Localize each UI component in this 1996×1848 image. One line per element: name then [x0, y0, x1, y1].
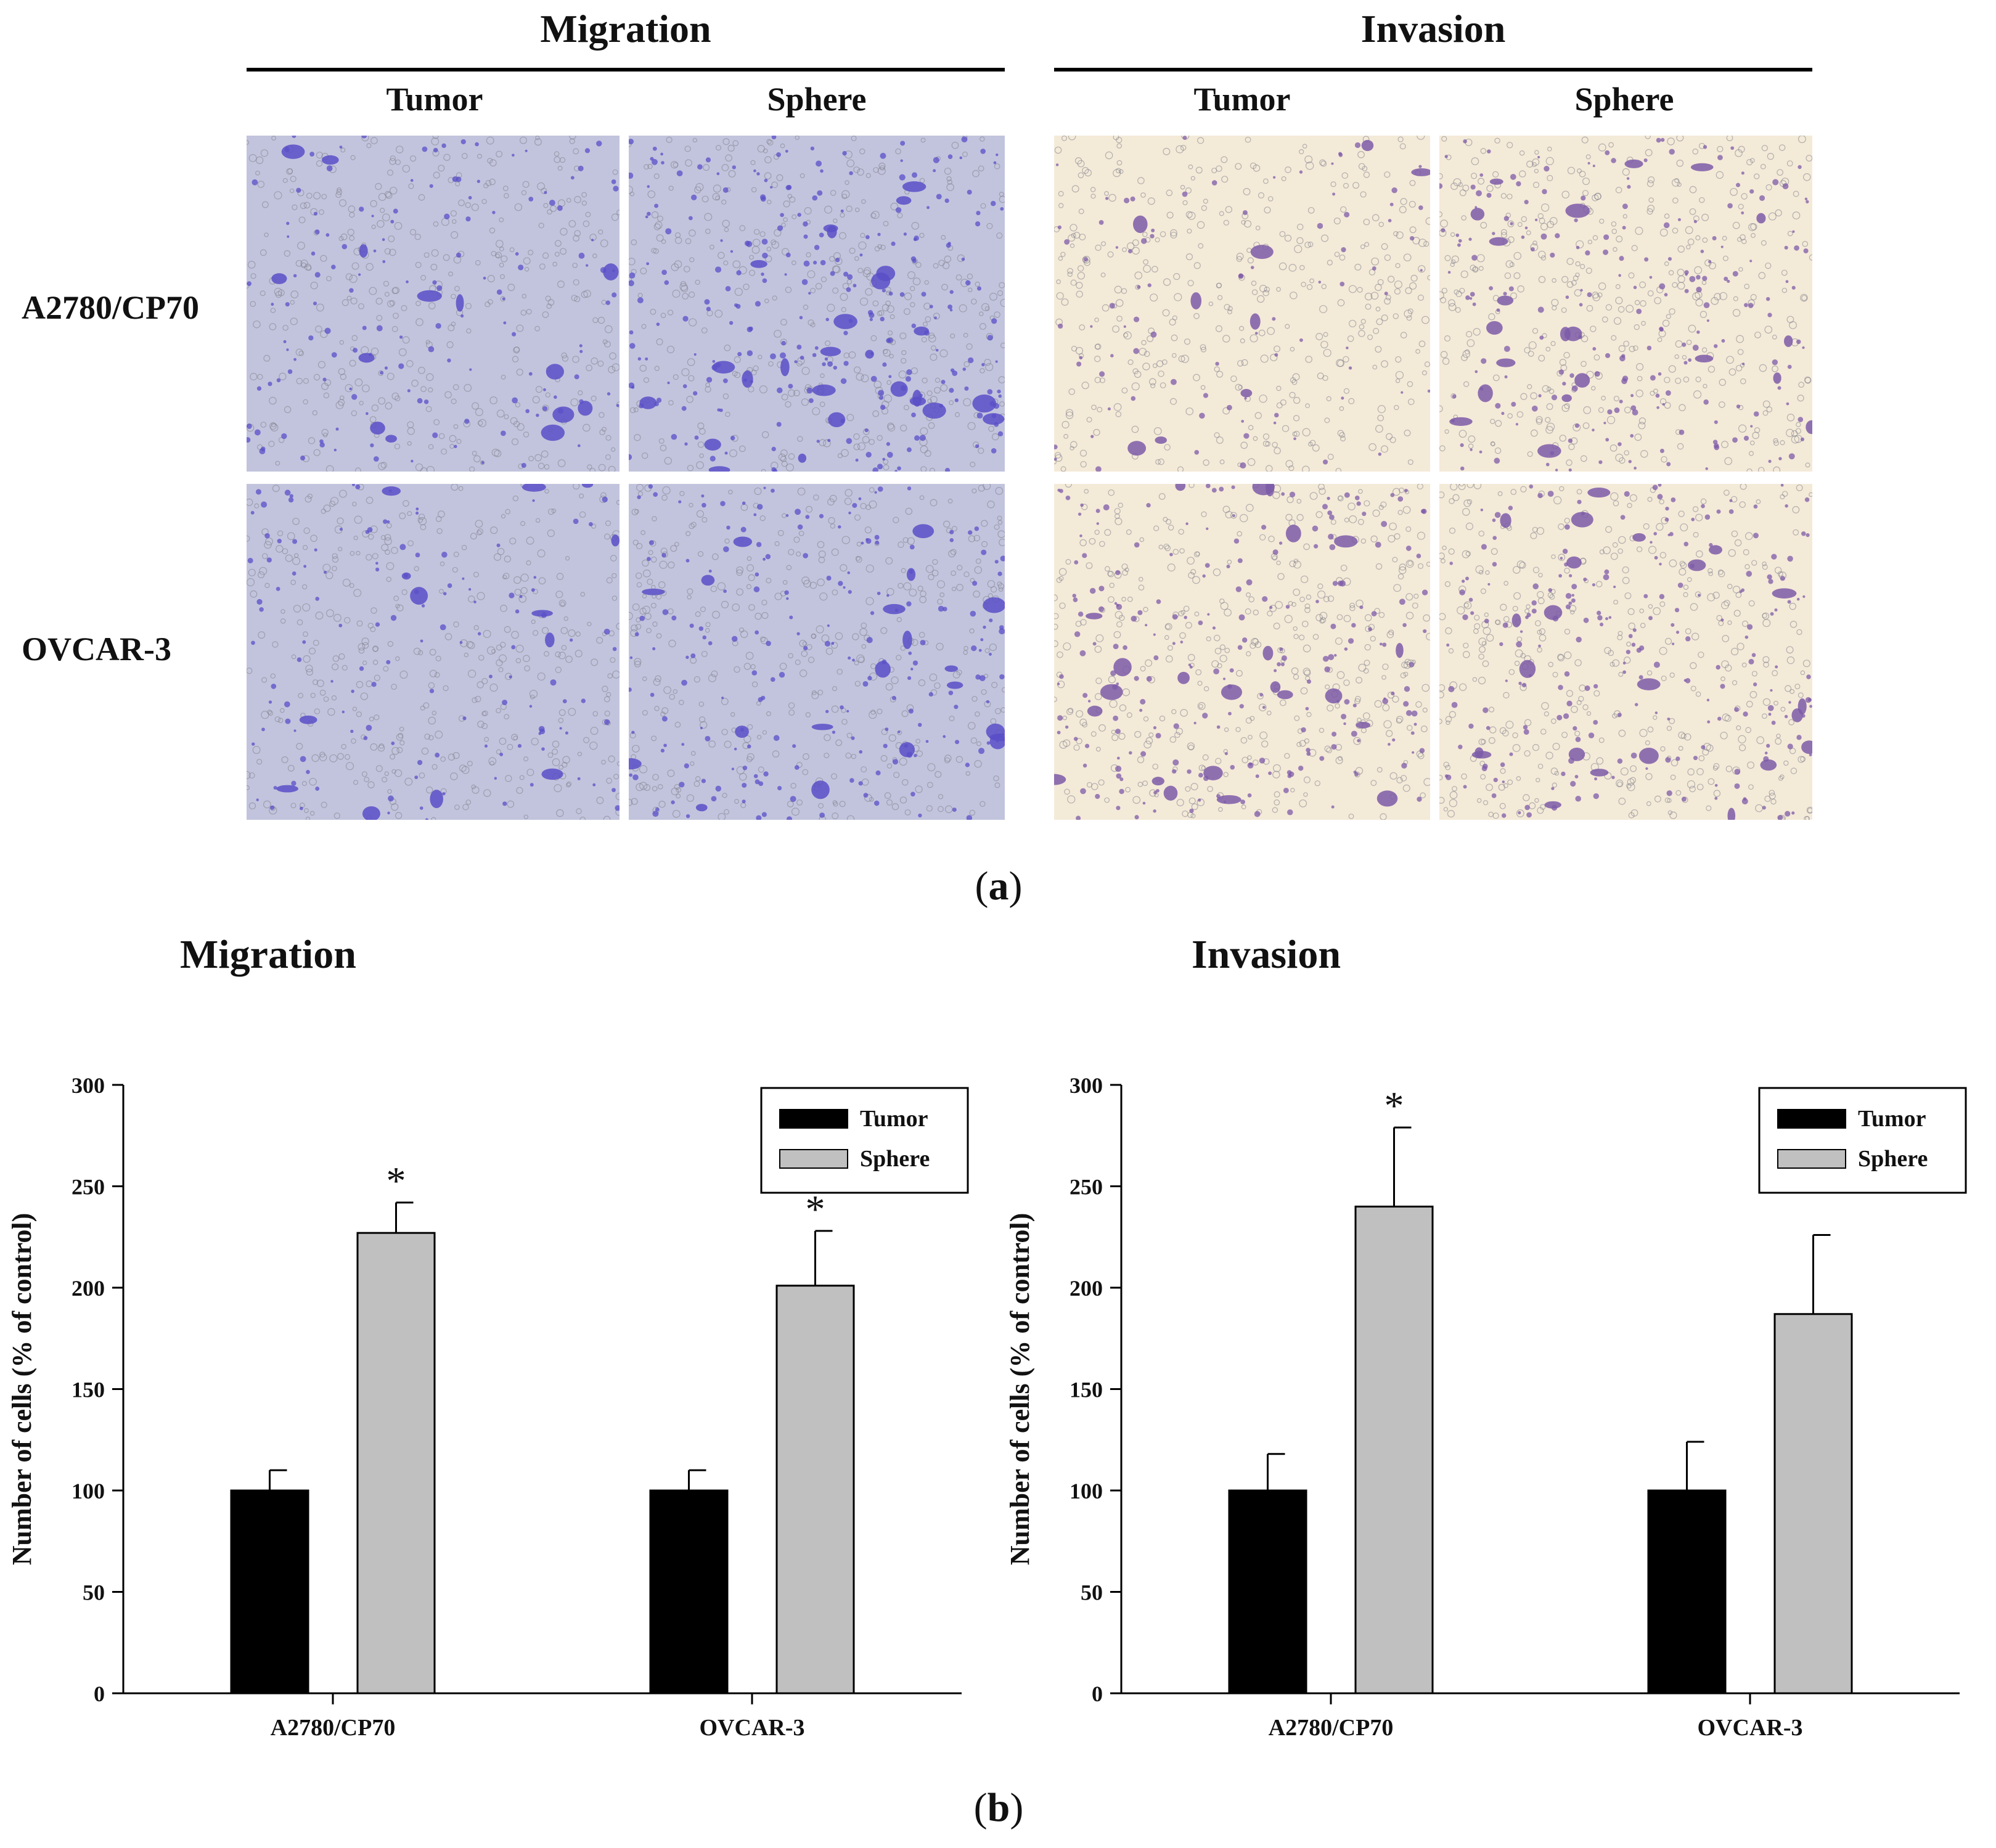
invasion-chart: Invasion 0 50 100 150 200 250 300 Number of cell… [998, 918, 1996, 1769]
legend-swatch [1777, 1109, 1846, 1129]
legend-swatch [1777, 1149, 1846, 1169]
y-tick-label: 0 [1092, 1682, 1103, 1706]
invasion-col-tumor: Tumor [1193, 81, 1291, 118]
significance-marker: * [806, 1187, 825, 1231]
y-tick-label: 50 [83, 1580, 105, 1605]
y-tick-label: 300 [72, 1073, 105, 1098]
legend-label: Sphere [860, 1146, 930, 1172]
y-tick-label: 100 [72, 1479, 105, 1503]
y-tick-label: 200 [1070, 1276, 1103, 1301]
legend-label: Tumor [860, 1106, 928, 1132]
y-axis-label: Number of cells (% of control) [7, 1213, 37, 1565]
micrograph-invasion-sphere-a2780 [1439, 136, 1812, 472]
y-tick-label: 100 [1070, 1479, 1103, 1503]
y-tick-label: 250 [72, 1175, 105, 1200]
invasion-rule [1054, 68, 1812, 72]
chart-title: Invasion [1192, 932, 1341, 977]
legend-swatch [779, 1109, 848, 1129]
chart-title: Migration [180, 932, 356, 977]
legend: Tumor Sphere [1758, 1087, 1967, 1194]
y-tick-label: 200 [72, 1276, 105, 1301]
chart-svg: Invasion 0 50 100 150 200 250 300 Number of cell… [1005, 932, 1967, 1741]
migration-col-tumor: Tumor [386, 81, 483, 118]
chart-svg: Migration 0 50 100 150 200 250 300 Number of cel… [7, 932, 969, 1741]
invasion-header: Invasion [1360, 7, 1506, 51]
x-tick-label: A2780/CP70 [271, 1715, 396, 1741]
significance-marker: * [387, 1159, 406, 1203]
micrograph-migration-sphere-a2780 [629, 136, 1005, 472]
micrograph-migration-tumor-ovcar3 [247, 484, 620, 820]
micrograph-invasion-tumor-a2780 [1054, 136, 1430, 472]
bar-tumor [649, 1489, 729, 1695]
y-tick-label: 150 [1070, 1378, 1103, 1402]
micrograph-migration-tumor-a2780 [247, 136, 620, 472]
row-label-a2780: A2780/CP70 [22, 289, 199, 326]
x-tick-label: OVCAR-3 [700, 1715, 805, 1741]
micrograph-invasion-sphere-ovcar3 [1439, 484, 1812, 820]
bar-sphere [356, 1232, 436, 1695]
migration-chart: Migration 0 50 100 150 200 250 300 Number of cel… [0, 918, 998, 1769]
y-tick-label: 250 [1070, 1175, 1103, 1200]
legend: Tumor Sphere [760, 1087, 969, 1194]
micrograph-migration-sphere-ovcar3 [629, 484, 1005, 820]
y-tick-label: 50 [1081, 1580, 1103, 1605]
migration-header: Migration [540, 7, 711, 51]
y-tick-label: 0 [94, 1682, 105, 1706]
y-tick-label: 150 [72, 1378, 105, 1402]
bar-tumor [230, 1489, 309, 1695]
significance-marker: * [1385, 1084, 1404, 1127]
panel-b-label: (b) [973, 1785, 1024, 1830]
x-tick-label: A2780/CP70 [1269, 1715, 1394, 1741]
migration-col-sphere: Sphere [767, 81, 867, 118]
invasion-col-sphere: Sphere [1574, 81, 1674, 118]
panel-a-label: (a) [975, 864, 1023, 909]
bar-sphere [775, 1285, 855, 1695]
bar-tumor [1647, 1489, 1727, 1695]
y-tick-label: 300 [1070, 1073, 1103, 1098]
row-label-ovcar3: OVCAR-3 [22, 631, 171, 668]
y-axis-label: Number of cells (% of control) [1005, 1213, 1035, 1565]
x-tick-label: OVCAR-3 [1698, 1715, 1803, 1741]
legend-swatch [779, 1149, 848, 1169]
legend-label: Sphere [1858, 1146, 1928, 1172]
bar-sphere [1354, 1205, 1434, 1695]
bar-sphere [1773, 1313, 1853, 1695]
bar-tumor [1228, 1489, 1307, 1695]
migration-rule [247, 68, 1005, 72]
micrograph-invasion-tumor-ovcar3 [1054, 484, 1430, 820]
legend-label: Tumor [1858, 1106, 1926, 1132]
